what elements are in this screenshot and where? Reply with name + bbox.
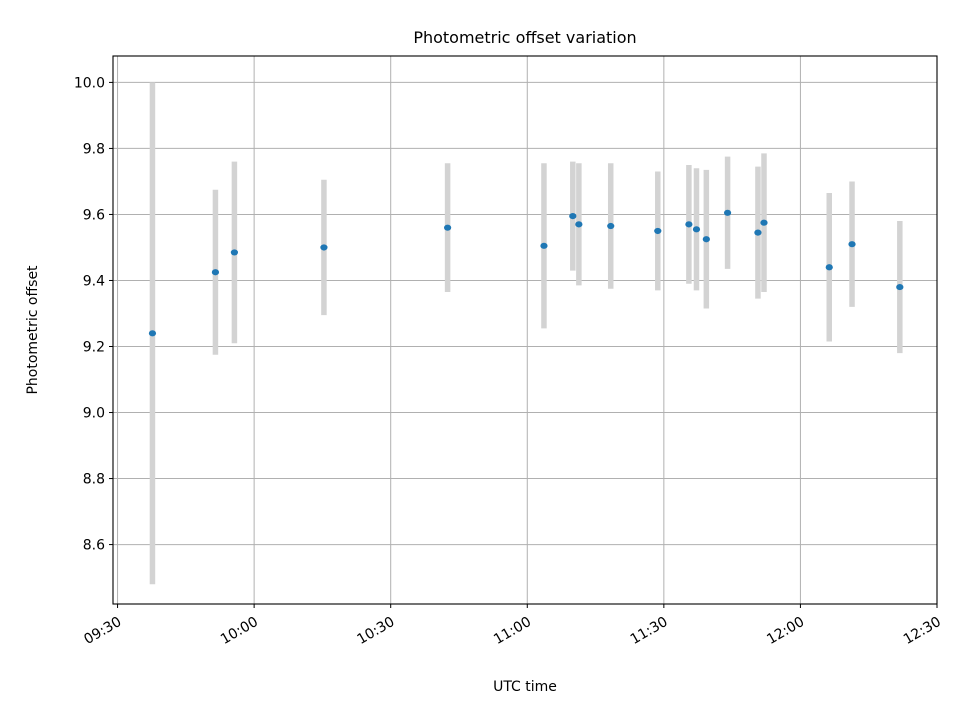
- data-point: [540, 242, 548, 249]
- data-point: [320, 244, 328, 251]
- data-point: [685, 221, 693, 228]
- y-tick-label: 9.0: [83, 406, 105, 422]
- y-axis-label: Photometric offset: [25, 265, 41, 395]
- x-axis-label: UTC time: [493, 679, 557, 695]
- data-point: [692, 226, 701, 233]
- data-point: [230, 249, 238, 256]
- data-point: [148, 330, 157, 337]
- data-point: [575, 221, 583, 228]
- y-tick-label: 9.2: [83, 340, 105, 356]
- data-point: [702, 236, 710, 243]
- data-point: [654, 227, 662, 235]
- y-tick-label: 8.6: [83, 538, 105, 554]
- chart-title: Photometric offset variation: [413, 28, 636, 47]
- data-point: [723, 209, 732, 216]
- y-tick-label: 8.8: [83, 472, 105, 488]
- data-points: [148, 209, 904, 337]
- data-point: [825, 264, 833, 271]
- y-tick-label: 10.0: [74, 75, 105, 91]
- y-tick-label: 9.8: [83, 141, 105, 157]
- data-point: [211, 269, 220, 276]
- data-point: [896, 283, 904, 291]
- y-tick-label: 9.6: [83, 207, 105, 223]
- data-point: [760, 219, 768, 226]
- data-point: [607, 222, 615, 230]
- data-point: [754, 229, 762, 236]
- data-point: [444, 224, 452, 231]
- data-point: [848, 241, 856, 248]
- y-tick-label: 9.4: [83, 273, 105, 289]
- data-point: [569, 213, 577, 220]
- grid: [113, 56, 938, 604]
- plot-frame: [112, 55, 938, 605]
